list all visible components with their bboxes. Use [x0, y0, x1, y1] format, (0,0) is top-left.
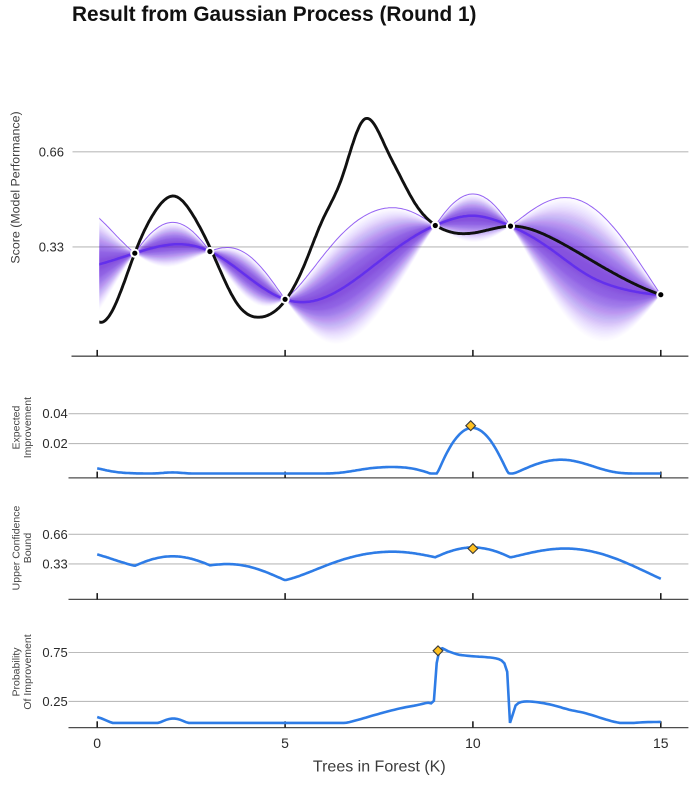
svg-text:10: 10	[465, 735, 481, 751]
svg-text:Score (Model Performance): Score (Model Performance)	[9, 111, 23, 263]
svg-text:0: 0	[93, 735, 101, 751]
svg-text:0.75: 0.75	[42, 645, 67, 660]
svg-text:0.04: 0.04	[42, 406, 67, 421]
svg-text:Bound: Bound	[22, 533, 34, 564]
svg-text:15: 15	[653, 735, 669, 751]
svg-text:5: 5	[281, 735, 289, 751]
svg-text:Of Improvement: Of Improvement	[22, 634, 34, 709]
svg-text:0.66: 0.66	[42, 527, 67, 542]
svg-text:0.33: 0.33	[39, 239, 64, 254]
svg-text:0.66: 0.66	[39, 144, 64, 159]
svg-text:0.25: 0.25	[42, 694, 67, 709]
svg-text:Trees in Forest (K): Trees in Forest (K)	[313, 759, 446, 776]
svg-text:Improvement: Improvement	[22, 397, 34, 458]
svg-text:Expected: Expected	[10, 406, 22, 450]
svg-text:Probability: Probability	[10, 647, 22, 697]
svg-text:Upper Confidence: Upper Confidence	[10, 506, 22, 591]
svg-text:0.33: 0.33	[42, 556, 67, 571]
svg-text:0.02: 0.02	[42, 436, 67, 451]
